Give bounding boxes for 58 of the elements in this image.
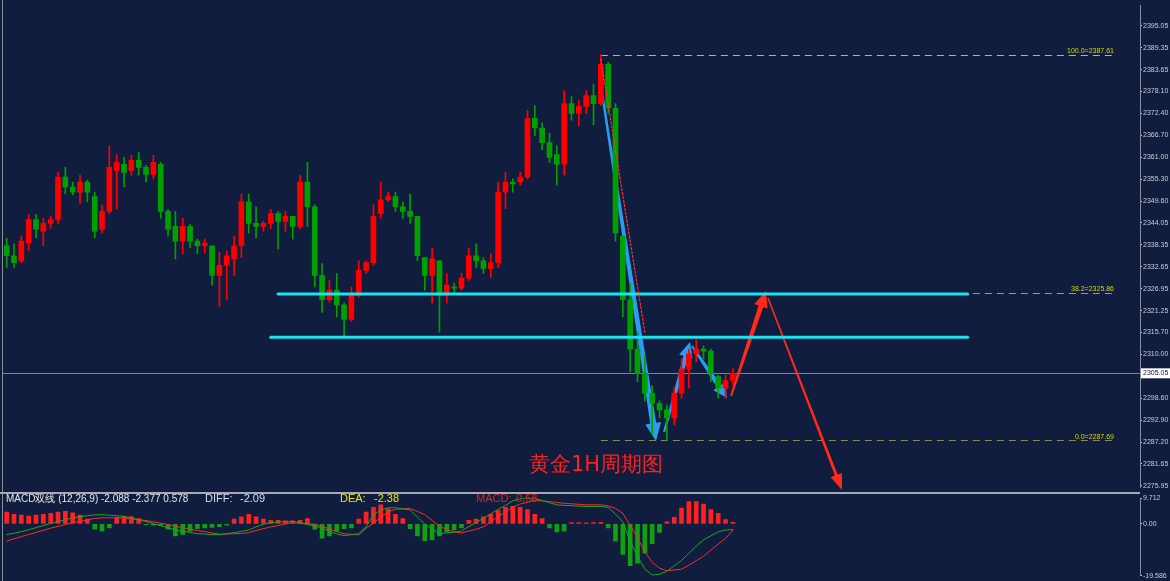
bar bbox=[547, 524, 552, 529]
candlestick bbox=[275, 211, 281, 250]
bar bbox=[679, 507, 684, 524]
bar bbox=[114, 516, 120, 524]
bar bbox=[415, 524, 420, 537]
bar bbox=[393, 514, 398, 524]
candlestick bbox=[693, 338, 700, 363]
bar bbox=[26, 515, 31, 524]
bar bbox=[41, 514, 46, 524]
annotation: -2.09 bbox=[240, 492, 266, 505]
bar bbox=[715, 513, 721, 524]
bar bbox=[723, 519, 728, 524]
bar bbox=[19, 514, 24, 524]
annotation: 黄金1H周期图 bbox=[528, 452, 664, 477]
candlestick bbox=[113, 154, 120, 209]
annotation: -2.38 bbox=[374, 492, 400, 505]
bar bbox=[459, 524, 464, 529]
bar bbox=[554, 524, 560, 533]
bar bbox=[605, 524, 611, 529]
bar bbox=[422, 524, 428, 541]
bar bbox=[466, 519, 472, 524]
bar bbox=[503, 506, 508, 524]
bar bbox=[349, 524, 354, 529]
bar bbox=[209, 524, 215, 528]
bar bbox=[400, 518, 406, 524]
bar bbox=[701, 503, 706, 524]
bar bbox=[649, 524, 655, 545]
bar bbox=[217, 524, 222, 527]
line-series bbox=[600, 58, 646, 333]
bar bbox=[356, 518, 362, 524]
bar bbox=[305, 518, 310, 524]
bar bbox=[693, 501, 699, 524]
candlestick bbox=[664, 404, 670, 441]
candlestick bbox=[201, 238, 208, 254]
bar bbox=[613, 524, 618, 542]
bar bbox=[664, 521, 670, 524]
bar bbox=[239, 516, 244, 524]
annotation: DIFF: bbox=[205, 492, 233, 505]
bar bbox=[202, 524, 208, 529]
bar bbox=[195, 524, 200, 530]
bar bbox=[708, 509, 714, 524]
bar bbox=[510, 506, 516, 524]
bar bbox=[107, 524, 112, 529]
bar bbox=[253, 516, 259, 524]
bar bbox=[539, 518, 545, 524]
bar bbox=[532, 514, 538, 524]
bar bbox=[657, 524, 662, 533]
bar bbox=[525, 509, 530, 524]
bar bbox=[92, 524, 98, 530]
annotation: DEA: bbox=[340, 492, 366, 505]
annotation: MACD: bbox=[476, 492, 512, 505]
annotation: 0.58 bbox=[516, 492, 538, 505]
chart-title: MACD双线 (12,26,9) -2.088 -2.377 0.578 bbox=[6, 492, 189, 504]
bar bbox=[334, 524, 340, 532]
bar bbox=[671, 516, 677, 524]
bar bbox=[4, 511, 9, 524]
bar bbox=[246, 514, 252, 524]
candlestick bbox=[473, 243, 479, 268]
